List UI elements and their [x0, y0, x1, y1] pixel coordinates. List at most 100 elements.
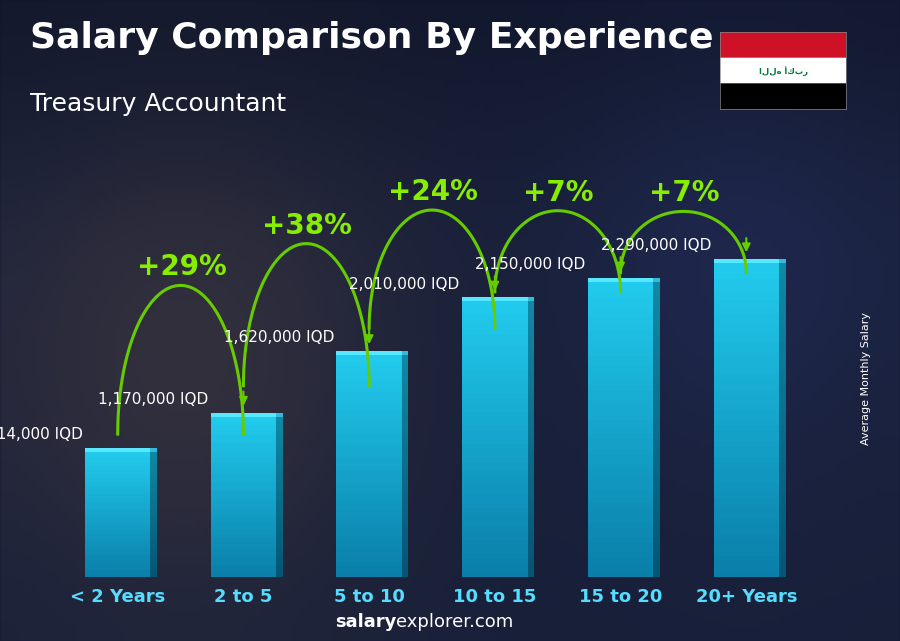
Bar — [276, 566, 283, 569]
Bar — [463, 435, 527, 439]
Bar — [401, 554, 409, 558]
Bar — [337, 470, 401, 473]
Bar — [401, 485, 409, 488]
Bar — [150, 514, 157, 517]
Bar — [337, 477, 401, 481]
Bar — [276, 492, 283, 494]
Bar — [588, 435, 653, 439]
Bar — [588, 331, 653, 337]
Bar — [337, 447, 401, 451]
Bar — [653, 317, 660, 322]
Bar — [588, 322, 653, 326]
Bar — [527, 320, 534, 324]
Bar — [150, 537, 157, 539]
Bar — [276, 486, 283, 488]
Bar — [779, 362, 786, 368]
Bar — [401, 410, 409, 414]
Bar — [337, 429, 401, 433]
Bar — [337, 385, 401, 388]
Bar — [588, 361, 653, 366]
Bar — [588, 351, 653, 356]
Bar — [401, 558, 409, 562]
Bar — [85, 547, 150, 550]
Bar — [463, 554, 527, 558]
Bar — [714, 572, 779, 577]
Bar — [337, 381, 401, 385]
Bar — [463, 444, 527, 448]
Bar — [653, 405, 660, 410]
Text: salary: salary — [335, 613, 396, 631]
Bar — [779, 342, 786, 347]
Bar — [150, 558, 157, 560]
Bar — [85, 485, 150, 487]
Bar — [85, 462, 150, 464]
Bar — [588, 376, 653, 381]
Bar — [211, 472, 276, 476]
Bar — [276, 524, 283, 526]
Bar — [337, 537, 401, 540]
Bar — [527, 343, 534, 347]
Bar — [779, 483, 786, 488]
Bar — [276, 569, 283, 572]
Bar — [653, 538, 660, 542]
Bar — [779, 540, 786, 545]
Bar — [714, 509, 779, 514]
Bar — [211, 449, 276, 451]
Bar — [150, 497, 157, 499]
Bar — [527, 568, 534, 572]
Bar — [337, 377, 401, 381]
Bar — [779, 274, 786, 279]
Bar — [211, 456, 276, 460]
Text: 1,170,000 IQD: 1,170,000 IQD — [98, 392, 208, 406]
Bar — [779, 488, 786, 493]
Bar — [211, 486, 276, 488]
Bar — [337, 437, 401, 440]
Bar — [779, 456, 786, 462]
Bar — [463, 420, 527, 426]
Bar — [211, 553, 276, 556]
Bar — [527, 324, 534, 329]
Bar — [211, 419, 276, 422]
Bar — [653, 542, 660, 547]
Bar — [85, 550, 150, 552]
Bar — [401, 503, 409, 506]
Bar — [714, 540, 779, 545]
Bar — [714, 519, 779, 524]
Bar — [337, 455, 401, 458]
Bar — [463, 379, 527, 384]
Bar — [276, 531, 283, 534]
Bar — [588, 385, 653, 390]
Bar — [588, 562, 653, 567]
Bar — [211, 566, 276, 569]
Bar — [337, 406, 401, 410]
Bar — [714, 431, 779, 436]
Bar — [653, 385, 660, 390]
Bar — [463, 485, 527, 490]
Bar — [463, 352, 527, 356]
Bar — [401, 355, 409, 358]
Text: +38%: +38% — [262, 212, 352, 240]
Bar — [85, 531, 150, 533]
Bar — [211, 481, 276, 483]
Bar — [211, 494, 276, 497]
Bar — [588, 459, 653, 464]
Bar — [463, 513, 527, 517]
Bar — [401, 437, 409, 440]
Bar — [85, 481, 150, 483]
Bar — [337, 473, 401, 477]
Bar — [337, 529, 401, 533]
Bar — [276, 542, 283, 545]
Bar — [463, 503, 527, 508]
Bar — [150, 544, 157, 545]
Bar — [779, 378, 786, 383]
Bar — [85, 537, 150, 539]
Bar — [85, 483, 150, 485]
Bar — [463, 311, 527, 315]
Bar — [653, 361, 660, 366]
Bar — [150, 483, 157, 485]
Bar — [337, 514, 401, 518]
Bar — [527, 361, 534, 366]
Bar — [714, 478, 779, 483]
Bar — [337, 399, 401, 403]
Bar — [337, 544, 401, 547]
